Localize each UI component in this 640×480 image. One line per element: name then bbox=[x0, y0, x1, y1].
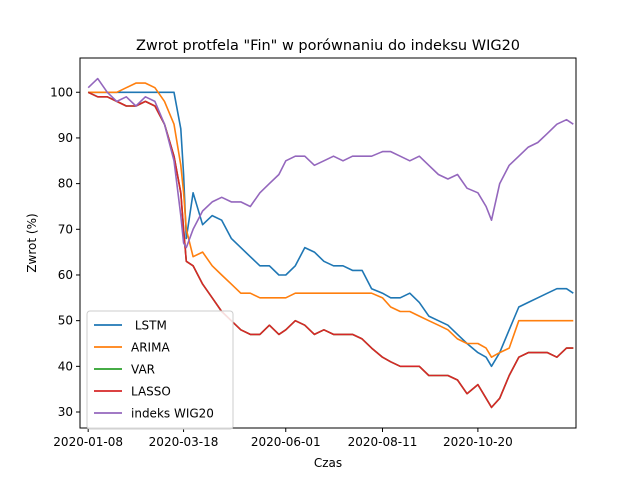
y-tick-label: 40 bbox=[58, 359, 73, 373]
x-tick-label: 2020-01-08 bbox=[53, 435, 123, 449]
legend-label: LASSO bbox=[131, 385, 171, 399]
y-tick-label: 60 bbox=[58, 268, 73, 282]
series-line-lstm bbox=[88, 91, 574, 368]
x-tick-label: 2020-08-11 bbox=[348, 435, 418, 449]
legend: LSTM ARIMA VAR LASSO indeks WIG20 bbox=[86, 310, 234, 430]
legend-label: indeks WIG20 bbox=[131, 407, 214, 421]
y-tick-label: 50 bbox=[58, 314, 73, 328]
y-tick-label: 100 bbox=[50, 85, 73, 99]
x-axis-label: Czas bbox=[314, 456, 342, 470]
series-line-indeks-wig20 bbox=[87, 77, 574, 249]
y-tick-label: 70 bbox=[58, 222, 73, 236]
legend-label: ARIMA bbox=[131, 341, 170, 355]
x-axis: 2020-01-08 2020-03-18 2020-06-01 2020-08-11… bbox=[53, 428, 513, 449]
legend-box bbox=[86, 310, 234, 430]
series-line-lasso bbox=[87, 91, 574, 409]
x-tick-label: 2020-10-20 bbox=[443, 435, 513, 449]
x-tick-label: 2020-06-01 bbox=[251, 435, 321, 449]
y-tick-label: 80 bbox=[58, 177, 73, 191]
x-tick-label: 2020-03-18 bbox=[149, 435, 219, 449]
y-tick-label: 30 bbox=[58, 405, 73, 419]
legend-label: LSTM bbox=[131, 319, 167, 333]
y-axis: 30 40 50 60 70 80 90 100 bbox=[50, 85, 80, 419]
series-line-arima bbox=[88, 82, 574, 359]
legend-label: VAR bbox=[131, 363, 155, 377]
chart-title: Zwrot protfela "Fin" w porównaniu do ind… bbox=[136, 38, 520, 54]
y-tick-label: 90 bbox=[58, 131, 73, 145]
plot-area-frame bbox=[79, 57, 577, 429]
plot-lines bbox=[87, 77, 574, 409]
y-axis-label: Zwrot (%) bbox=[25, 213, 39, 272]
